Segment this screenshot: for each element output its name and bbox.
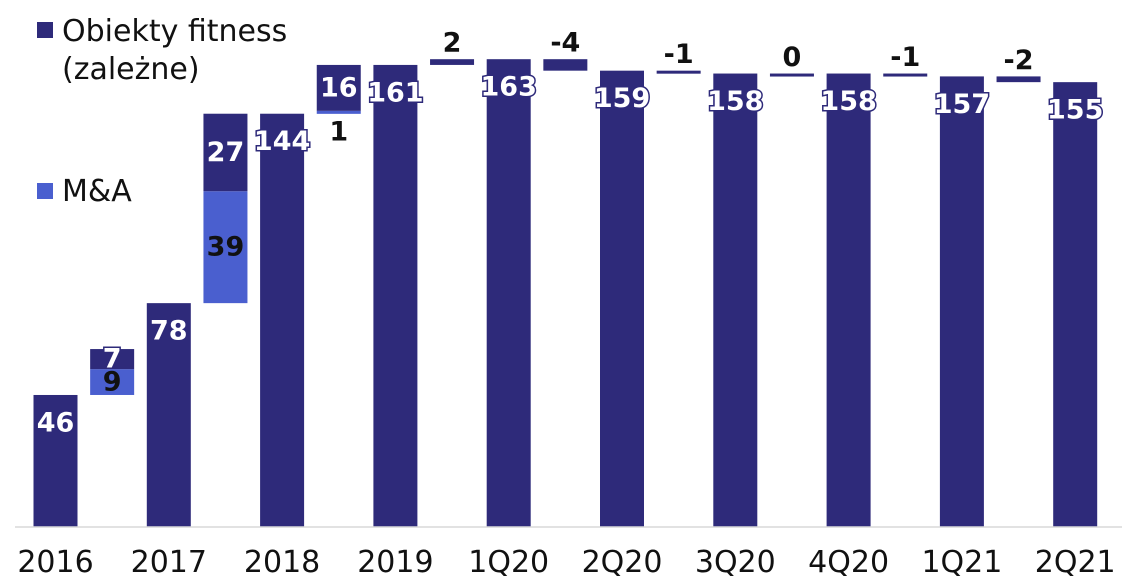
label-delta-4Q20-1Q21: -1 xyxy=(890,42,920,73)
bar-total-2019 xyxy=(373,64,418,528)
label-organic-2018-2019: 16 xyxy=(320,72,358,103)
x-tick-1Q21: 1Q21 xyxy=(921,545,1002,580)
label-total-1Q21: 157 xyxy=(934,89,990,120)
bar-total-1Q20 xyxy=(486,59,531,527)
legend-swatch-obiekty xyxy=(37,22,53,38)
legend-label-obiekty-line2: (zależne) xyxy=(62,52,200,87)
label-total-2016: 46 xyxy=(37,407,75,438)
bar-total-3Q20 xyxy=(713,73,758,527)
legend: Obiekty fitness (zależne) M&A xyxy=(37,14,287,209)
label-delta-1Q21-2Q21: -2 xyxy=(1004,45,1034,76)
bar-organic-2017-2018 xyxy=(203,113,248,192)
x-tick-2019: 2019 xyxy=(357,545,433,580)
x-tick-2Q20: 2Q20 xyxy=(582,545,663,580)
bar-organic-2016-2017 xyxy=(90,349,135,370)
x-tick-3Q20: 3Q20 xyxy=(695,545,776,580)
bar-total-2Q21 xyxy=(1053,82,1098,528)
x-tick-2016: 2016 xyxy=(17,545,93,580)
bar-ma-2016-2017 xyxy=(90,369,135,395)
x-tick-1Q20: 1Q20 xyxy=(468,545,549,580)
label-delta-3Q20-4Q20: 0 xyxy=(783,42,802,73)
label-delta-2Q20-3Q20: -1 xyxy=(664,39,694,70)
label-total-2019: 161 xyxy=(367,77,423,108)
label-ma-2017-2018: 39 xyxy=(207,232,245,263)
label-ma-2018-2019: 1 xyxy=(329,116,348,147)
x-tick-2017: 2017 xyxy=(131,545,207,580)
x-tick-4Q20: 4Q20 xyxy=(808,545,889,580)
bar-organic-2018-2019 xyxy=(316,64,361,111)
bar-total-4Q20 xyxy=(826,73,871,527)
label-total-2Q20: 159 xyxy=(594,83,650,114)
x-tick-2018: 2018 xyxy=(244,545,320,580)
label-total-1Q20: 163 xyxy=(481,72,537,103)
label-total-2018: 144 xyxy=(254,126,310,157)
label-organic-2016-2017: 7 xyxy=(103,344,122,375)
bar-total-2018 xyxy=(260,113,305,527)
x-tick-2Q21: 2Q21 xyxy=(1035,545,1116,580)
bar-delta-2019-1Q20 xyxy=(430,59,475,65)
x-axis-ticks: 2016 2017 2018 2019 1Q20 2Q20 3Q20 4Q20 1Q21 2Q21 xyxy=(17,545,1115,580)
bar-delta-2Q20-3Q20 xyxy=(656,70,701,74)
labels-layer: 46 97 78 39 27 144 1 16 161 2 163 -4 159 -1 158 0 158 -1 1… xyxy=(35,28,1105,440)
label-ma-2016-2017: 9 xyxy=(103,367,122,398)
legend-label-obiekty-line1: Obiekty fitness xyxy=(62,14,287,49)
legend-label-ma: M&A xyxy=(62,174,132,209)
label-total-3Q20: 158 xyxy=(707,86,763,117)
bar-ma-2018-2019 xyxy=(316,110,361,114)
legend-swatch-ma xyxy=(37,183,53,199)
label-total-4Q20: 158 xyxy=(820,86,876,117)
bar-total-2016 xyxy=(33,394,78,527)
bar-delta-1Q20-2Q20 xyxy=(543,59,588,71)
label-total-2Q21: 155 xyxy=(1047,95,1103,126)
label-delta-1Q20-2Q20: -4 xyxy=(550,28,580,59)
bar-ma-2017-2018 xyxy=(203,191,248,304)
bar-total-2Q20 xyxy=(600,70,644,528)
bars-layer xyxy=(33,59,1098,528)
label-organic-2017-2018: 27 xyxy=(207,137,245,168)
label-total-2017: 78 xyxy=(150,316,188,347)
bar-delta-3Q20-4Q20 xyxy=(769,73,814,77)
label-delta-2019-1Q20: 2 xyxy=(443,28,462,59)
bar-total-2017 xyxy=(146,303,191,527)
bar-delta-4Q20-1Q21 xyxy=(883,73,928,77)
bar-total-1Q21 xyxy=(939,76,984,527)
bar-delta-1Q21-2Q21 xyxy=(996,76,1041,83)
